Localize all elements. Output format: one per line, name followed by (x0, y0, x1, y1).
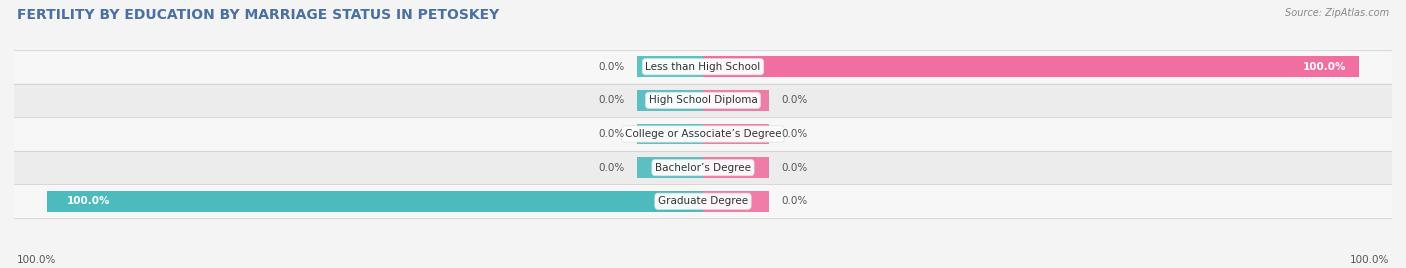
Text: 100.0%: 100.0% (1302, 62, 1346, 72)
Bar (703, 157, 769, 178)
Text: 0.0%: 0.0% (598, 62, 624, 72)
FancyBboxPatch shape (14, 84, 1392, 117)
Text: 0.0%: 0.0% (782, 196, 808, 206)
Text: FERTILITY BY EDUCATION BY MARRIAGE STATUS IN PETOSKEY: FERTILITY BY EDUCATION BY MARRIAGE STATU… (17, 8, 499, 22)
Text: 0.0%: 0.0% (598, 163, 624, 173)
Text: 0.0%: 0.0% (782, 95, 808, 105)
Text: Less than High School: Less than High School (645, 62, 761, 72)
Text: 0.0%: 0.0% (782, 163, 808, 173)
Bar (637, 56, 703, 77)
Text: College or Associate’s Degree: College or Associate’s Degree (624, 129, 782, 139)
Text: Graduate Degree: Graduate Degree (658, 196, 748, 206)
Text: 0.0%: 0.0% (598, 95, 624, 105)
FancyBboxPatch shape (14, 151, 1392, 184)
Bar (637, 157, 703, 178)
Bar (703, 56, 1360, 77)
Bar (703, 124, 769, 144)
Text: 100.0%: 100.0% (66, 196, 110, 206)
Text: 100.0%: 100.0% (17, 255, 56, 265)
Text: 100.0%: 100.0% (1350, 255, 1389, 265)
Bar (46, 191, 703, 212)
FancyBboxPatch shape (14, 50, 1392, 84)
Bar (703, 90, 769, 111)
Text: 0.0%: 0.0% (782, 129, 808, 139)
Text: 0.0%: 0.0% (598, 129, 624, 139)
FancyBboxPatch shape (14, 184, 1392, 218)
Text: Bachelor’s Degree: Bachelor’s Degree (655, 163, 751, 173)
Text: Source: ZipAtlas.com: Source: ZipAtlas.com (1285, 8, 1389, 18)
Bar (637, 124, 703, 144)
Bar (703, 191, 769, 212)
Bar (637, 90, 703, 111)
FancyBboxPatch shape (14, 117, 1392, 151)
Text: High School Diploma: High School Diploma (648, 95, 758, 105)
